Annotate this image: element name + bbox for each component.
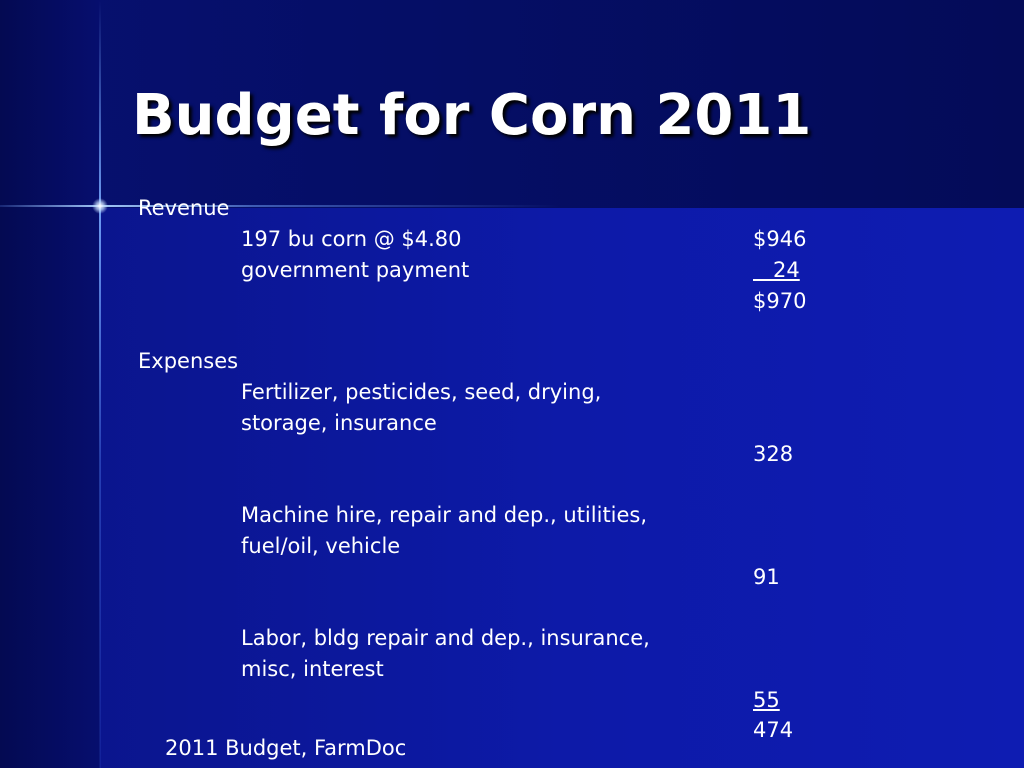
footer-source: 2011 Budget, FarmDoc bbox=[165, 736, 407, 760]
sparkle-icon bbox=[92, 198, 108, 214]
vertical-accent-line bbox=[99, 0, 101, 768]
expense-line: misc, interest bbox=[241, 657, 384, 681]
revenue-item-label: 197 bu corn @ $4.80 bbox=[241, 227, 462, 251]
expense-amount: 55 bbox=[753, 688, 780, 712]
expense-line: fuel/oil, vehicle bbox=[241, 534, 401, 558]
revenue-item-amount: 24 bbox=[753, 258, 800, 282]
content-background bbox=[0, 208, 1024, 768]
expense-amount: 91 bbox=[753, 565, 780, 589]
revenue-item-amount: $946 bbox=[753, 227, 807, 251]
horizontal-accent-line bbox=[0, 205, 560, 207]
title-band bbox=[0, 0, 1024, 208]
left-strip bbox=[0, 0, 100, 768]
revenue-total: $970 bbox=[753, 289, 807, 313]
expense-line: Fertilizer, pesticides, seed, drying, bbox=[241, 380, 602, 404]
slide-title: Budget for Corn 2011 bbox=[132, 83, 812, 148]
expenses-heading: Expenses bbox=[138, 349, 239, 373]
expenses-total: 474 bbox=[753, 718, 794, 742]
expense-line: Labor, bldg repair and dep., insurance, bbox=[241, 626, 650, 650]
expense-line: Machine hire, repair and dep., utilities… bbox=[241, 503, 648, 527]
revenue-item-label: government payment bbox=[241, 258, 470, 282]
revenue-heading: Revenue bbox=[138, 196, 230, 220]
expense-amount: 328 bbox=[753, 442, 794, 466]
expense-line: storage, insurance bbox=[241, 411, 437, 435]
